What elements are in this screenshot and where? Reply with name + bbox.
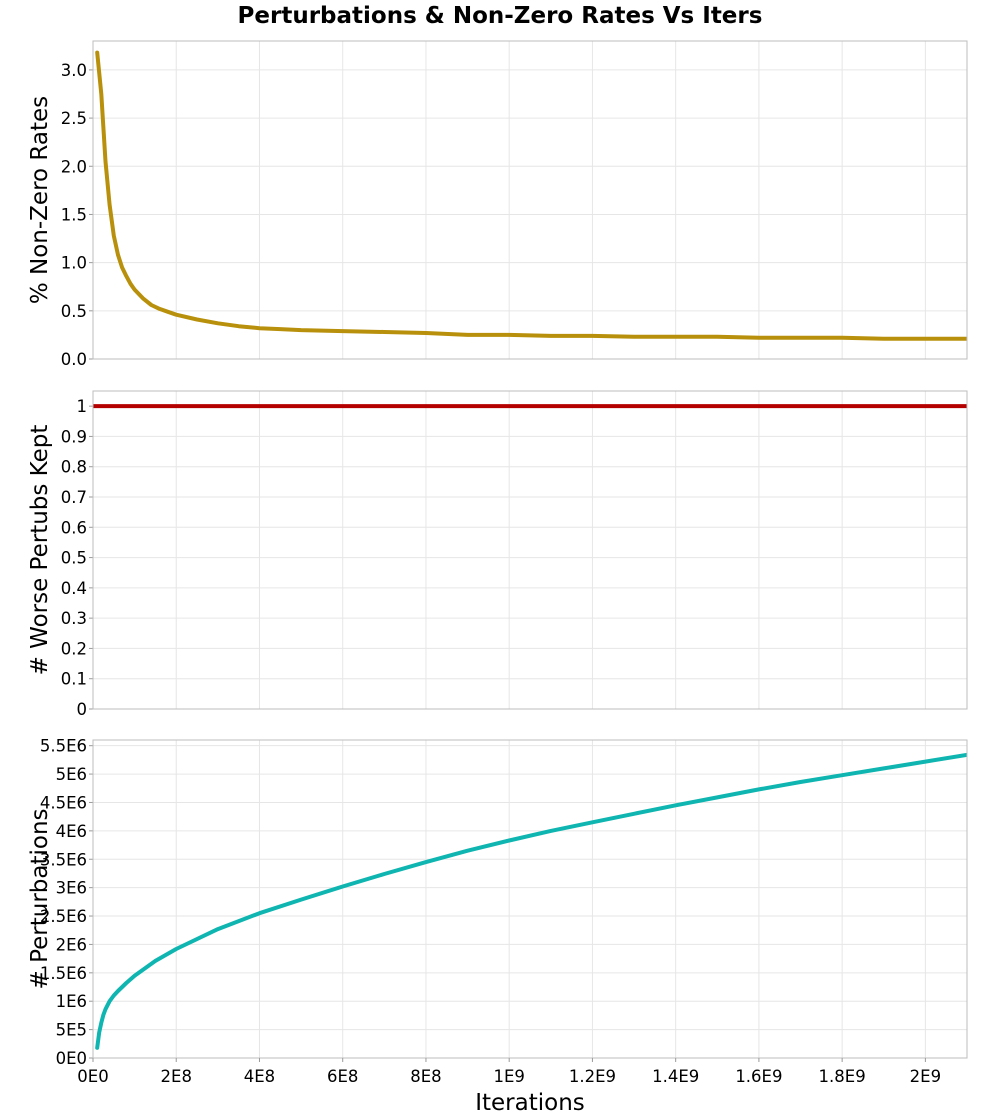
y-tick-label: 2.5E6 [40,907,87,926]
y-tick-label: 1.5 [61,205,87,224]
y-tick-label: 4.5E6 [40,793,87,812]
x-axis: 0E0 2E8 4E8 6E8 8E8 1E9 1.2E9 1.4E9 1.6E9 1.8E9 2E… [77,1058,941,1086]
y-tick-label: 0.3 [61,609,87,628]
y-tick-label: 1E6 [56,992,87,1011]
y-tick-label: 0 [77,700,88,719]
y-tick-label: 4E6 [56,822,87,841]
x-tick-label: 2E9 [910,1067,941,1086]
y-tick-label: 5E6 [56,765,87,784]
plot-frame [92,739,968,1059]
x-tick-label: 1.4E9 [652,1067,699,1086]
y-tick-label: 2E6 [56,935,87,954]
x-tick-label: 2E8 [161,1067,192,1086]
y-tick-label: 0.0 [61,350,87,369]
series-line [95,752,967,1050]
x-tick-label: 0E0 [77,1067,108,1086]
x-tick-label: 1E9 [493,1067,524,1086]
y-tick-label: 0.5 [61,302,87,321]
panel-worse-pertubs-kept: 0 0.1 0.2 0.3 0.4 0.5 0.6 0.7 0.8 0.9 1 # Worse Per… [27,390,968,719]
y-tick-label: 3.0 [61,61,87,80]
x-tick-label: 1.8E9 [819,1067,866,1086]
panel-perturbations: 0E0 5E5 1E6 1.5E6 2E6 2.5E6 3E6 3.5E6 4E6 4.5E6 5E… [27,737,968,1068]
y-tick-label: 0.7 [61,488,87,507]
y-tick-label: 0.6 [61,518,87,537]
x-tick-label: 1.6E9 [735,1067,782,1086]
x-tick-label: 1.2E9 [569,1067,616,1086]
x-tick-label: 4E8 [244,1067,275,1086]
panel-non-zero-rates: 0.0 0.5 1.0 1.5 2.0 2.5 3.0 % Non-Zero Rates [27,40,968,369]
y-axis-label: % Non-Zero Rates [27,96,53,304]
series-line [95,50,967,341]
y-tick-label: 0.5 [61,549,87,568]
y-axis-label: # Perturbations [27,808,53,989]
y-tick-label: 1.0 [61,254,87,273]
y-tick-label: 2.5 [61,109,87,128]
x-tick-label: 8E8 [410,1067,441,1086]
y-tick-label: 0.4 [61,579,87,598]
x-tick-label: 6E8 [327,1067,358,1086]
y-tick-label: 1 [77,397,88,416]
y-tick-label: 5.5E6 [40,737,87,756]
y-tick-label: 0.9 [61,427,87,446]
y-tick-label: 0E0 [56,1049,87,1068]
y-tick-label: 1.5E6 [40,964,87,983]
y-tick-label: 2.0 [61,157,87,176]
plot-frame [92,390,968,710]
y-tick-label: 0.1 [61,670,87,689]
chart-title: Perturbations & Non-Zero Rates Vs Iters [238,3,763,29]
y-tick-label: 5E5 [56,1021,87,1040]
y-tick-label: 3.5E6 [40,850,87,869]
y-tick-label: 0.8 [61,458,87,477]
y-axis-label: # Worse Pertubs Kept [27,425,53,676]
x-axis-label: Iterations [475,1090,585,1116]
plot-frame [92,40,968,360]
y-tick-label: 0.2 [61,639,87,658]
y-tick-label: 3E6 [56,879,87,898]
